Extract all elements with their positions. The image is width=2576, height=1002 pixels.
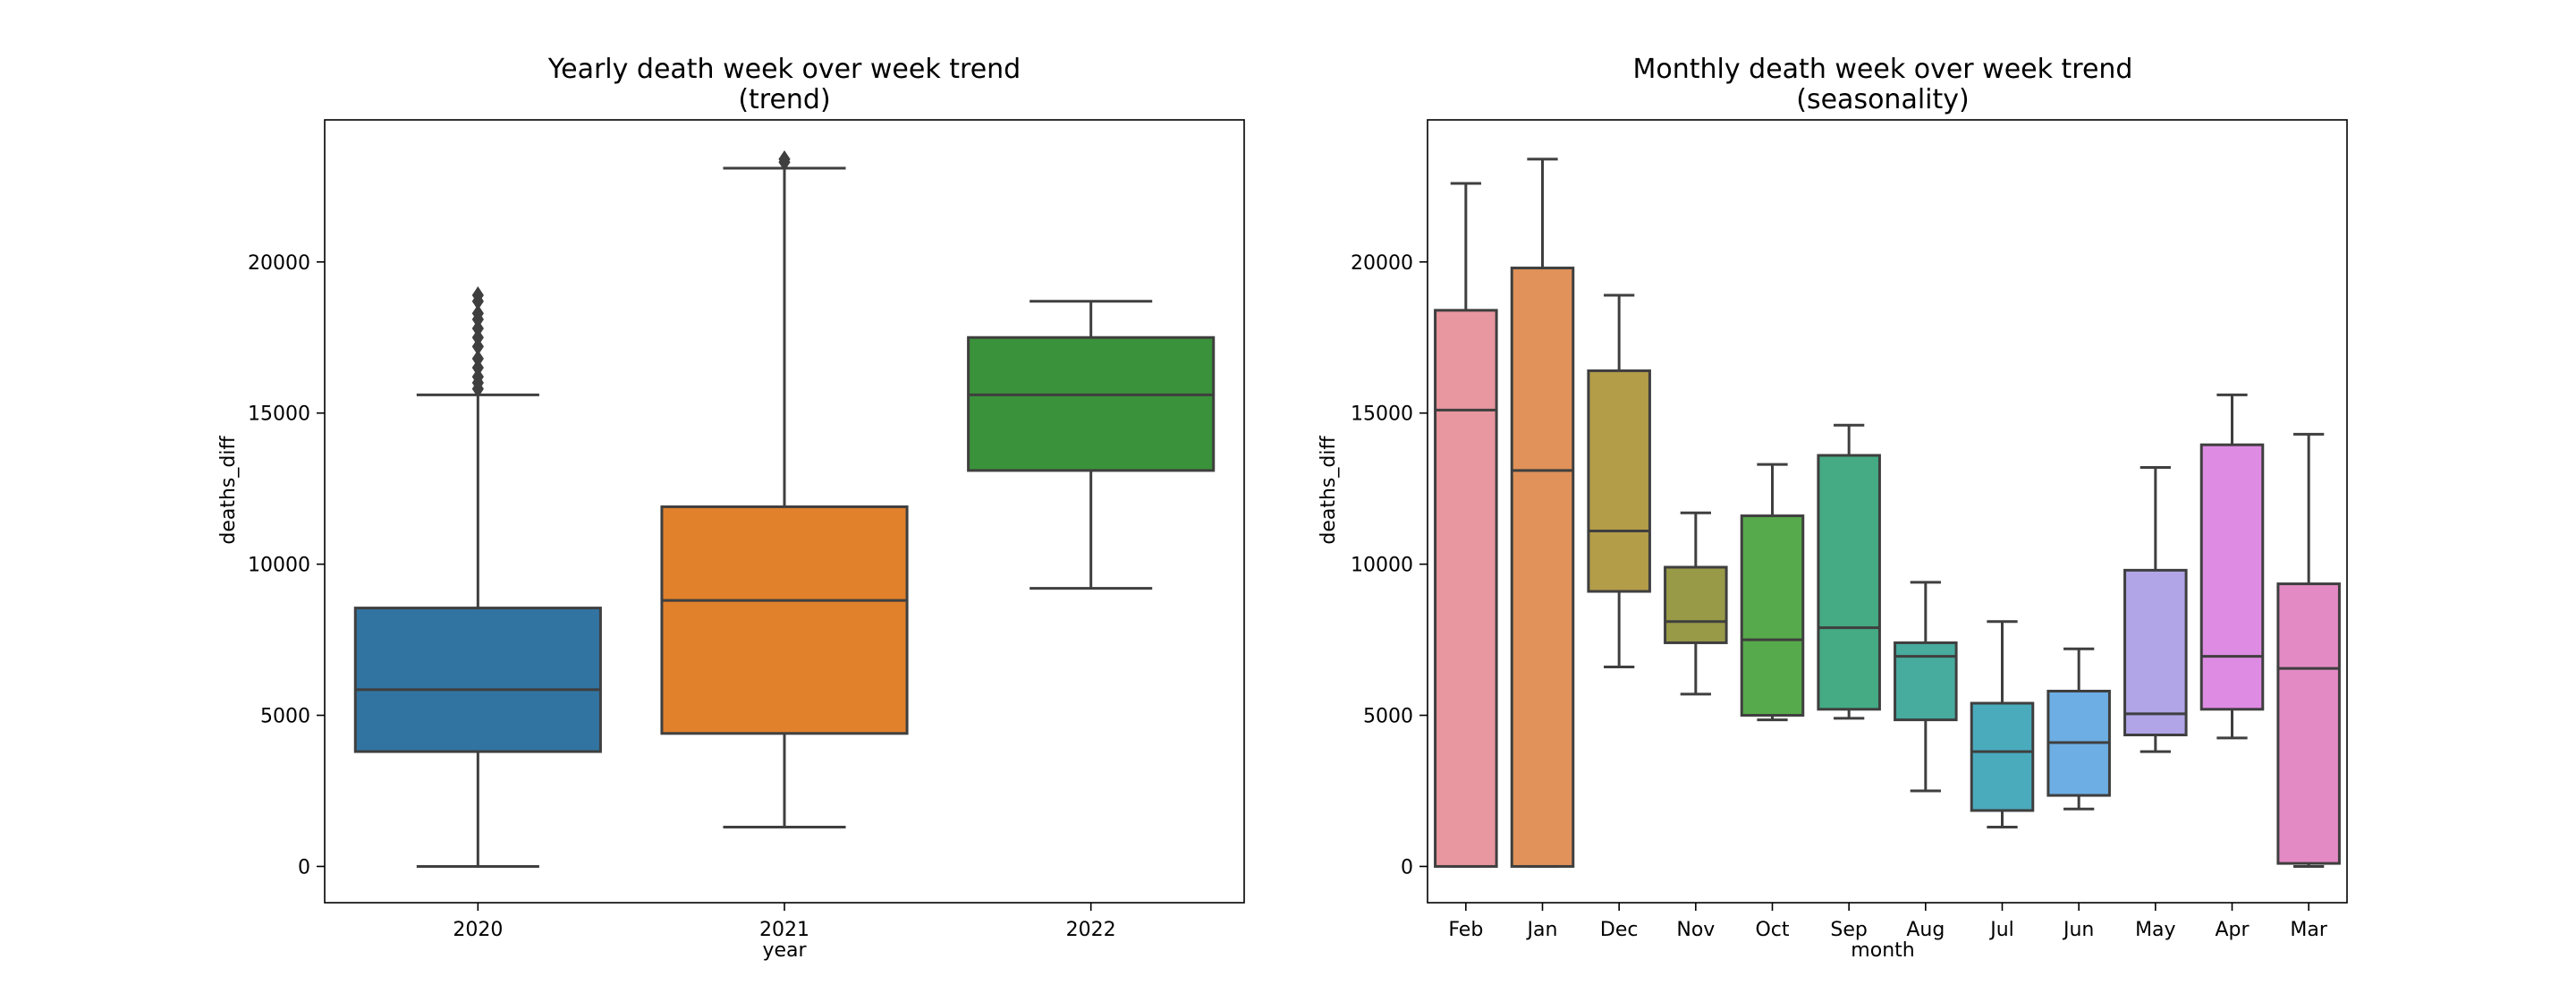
box-2020 (353, 286, 602, 868)
box-Jul (1970, 620, 2035, 829)
y-tick-label: 5000 (1363, 706, 1413, 728)
chart-title-line-1: Yearly death week over week trend (547, 54, 1021, 85)
chart-title-line-2: (seasonality) (1796, 84, 1969, 115)
box-Jan (1510, 157, 1575, 868)
box-May (2123, 466, 2188, 753)
box-Jun (2046, 647, 2111, 811)
x-tick-label: Jun (2062, 919, 2094, 941)
outlier-point (471, 349, 484, 368)
x-tick-label: Sep (1830, 919, 1867, 941)
x-tick-label: 2021 (759, 919, 809, 941)
y-axis-label: deaths_diff (1318, 436, 1340, 545)
chart-title-line-2: (trend) (738, 84, 830, 115)
box-iqr (353, 607, 602, 753)
y-tick-label: 15000 (248, 403, 310, 426)
box-iqr (1434, 309, 1498, 868)
box-Dec (1587, 293, 1651, 668)
x-tick-label: Jan (1526, 919, 1558, 941)
outlier-point (471, 286, 484, 304)
box-iqr (967, 335, 1216, 472)
x-tick-label: Aug (1906, 919, 1945, 941)
x-tick-label: May (2135, 919, 2175, 941)
box-Aug (1894, 581, 1958, 793)
box-iqr (660, 505, 909, 735)
chart-title-line-1: Monthly death week over week trend (1633, 54, 2133, 85)
outlier-point (471, 304, 484, 323)
x-tick-label: Oct (1755, 919, 1789, 941)
outlier-point (471, 359, 484, 377)
yearly-boxplot-panel: Yearly death week over week trend (trend… (217, 54, 1245, 962)
y-tick-label: 20000 (248, 252, 310, 275)
y-tick-label: 0 (1401, 856, 1413, 879)
monthly-boxplot-panel: Monthly death week over week trend (seas… (1318, 54, 2348, 962)
box-2021 (660, 150, 909, 829)
box-Sep (1817, 423, 1881, 720)
box-iqr (1664, 565, 1728, 644)
y-axis-label: deaths_diff (217, 436, 240, 545)
x-tick-label: Apr (2215, 919, 2250, 941)
y-tick-label: 10000 (1351, 555, 1413, 577)
x-axis-label: month (1851, 939, 1914, 962)
y-tick-label: 20000 (1351, 252, 1413, 275)
box-Mar (2276, 432, 2341, 868)
x-tick-label: Jul (1988, 919, 2014, 941)
y-tick-label: 5000 (260, 706, 310, 728)
outlier-point (471, 319, 484, 338)
box-iqr (2276, 582, 2341, 865)
box-Apr (2199, 393, 2265, 740)
x-tick-label: Mar (2290, 919, 2327, 941)
x-tick-label: 2022 (1066, 919, 1116, 941)
box-iqr (1817, 454, 1881, 711)
x-axis-label: year (762, 939, 807, 962)
box-iqr (1587, 369, 1651, 593)
axes-frame (1427, 119, 2348, 904)
plot-area: 0 5000 10000 15000 20000 Feb Jan Dec Nov Oct Sep Au… (1351, 119, 2348, 941)
box-2022 (967, 300, 1216, 590)
box-Feb (1434, 182, 1498, 868)
outlier-point (471, 328, 484, 347)
y-tick-label: 15000 (1351, 403, 1413, 426)
x-tick-label: Dec (1600, 919, 1639, 941)
outlier-point (471, 368, 484, 386)
plot-area: 0 5000 10000 15000 20000 2020 2021 2022 (248, 119, 1245, 941)
box-Nov (1664, 511, 1728, 696)
outlier-point (471, 337, 484, 356)
y-tick-label: 0 (298, 856, 310, 879)
axes-frame (324, 119, 1245, 904)
x-tick-label: 2020 (453, 919, 503, 941)
box-Oct (1740, 463, 1805, 722)
box-iqr (1970, 701, 2035, 812)
box-iqr (1510, 267, 1575, 868)
box-iqr (1894, 641, 1958, 722)
x-tick-label: Nov (1676, 919, 1715, 941)
y-tick-label: 10000 (248, 555, 310, 577)
outlier-point (778, 150, 791, 168)
x-tick-label: Feb (1448, 919, 1483, 941)
box-iqr (2199, 443, 2265, 711)
box-iqr (2123, 568, 2188, 736)
box-iqr (1740, 514, 1805, 718)
